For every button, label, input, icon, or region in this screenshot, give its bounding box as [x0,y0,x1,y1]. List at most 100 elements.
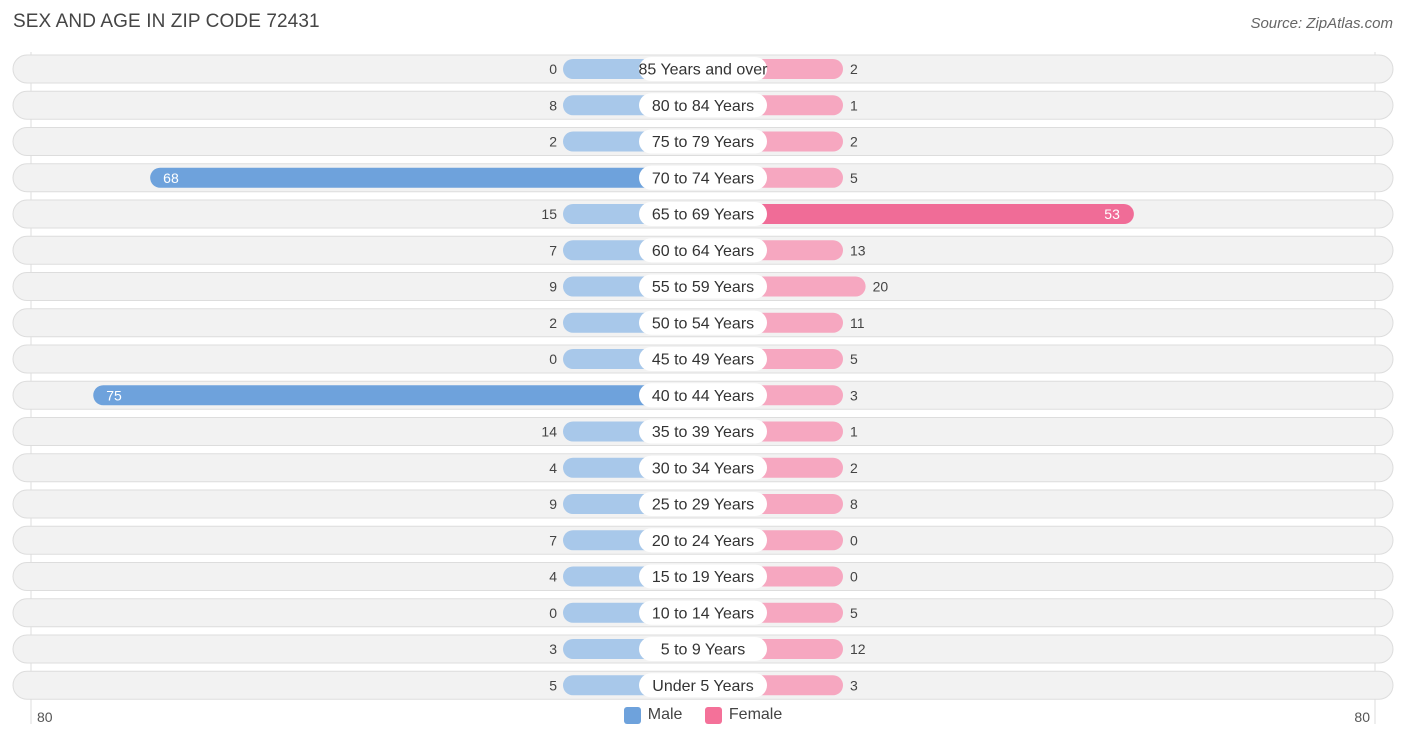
value-label-male: 9 [549,496,557,512]
category-label-bg [639,129,767,154]
value-label-female: 3 [850,677,858,693]
value-label-male: 8 [549,97,557,113]
category-label: 60 to 64 Years [652,243,754,260]
axis-label-left: 80 [37,709,53,725]
category-label-bg [639,238,767,263]
row-5: 60 to 64 Years 7 13 [12,235,1394,265]
category-label-bg [639,202,767,226]
category-label-bg [639,564,767,589]
row-9: 40 to 44 Years 75 3 [12,380,1394,410]
category-label: 65 to 69 Years [652,207,754,224]
category-label: 15 to 19 Years [652,569,754,586]
category-label-bg [639,165,767,190]
value-label-female: 53 [1104,206,1120,222]
legend-label-female: Female [728,706,783,723]
category-label-bg [639,637,767,661]
value-label-female: 8 [850,496,858,512]
bar-male [150,167,703,188]
category-label: 30 to 34 Years [652,460,754,477]
value-label-female: 1 [850,97,858,113]
bar-female [703,204,1134,224]
row-3: 70 to 74 Years 68 5 [12,163,1394,193]
value-label-male: 2 [549,134,557,150]
row-1: 80 to 84 Years 8 1 [12,90,1394,120]
row-12: 25 to 29 Years 9 8 [12,489,1394,519]
category-label: 70 to 74 Years [652,170,754,187]
row-6: 55 to 59 Years 9 20 [12,272,1394,301]
category-label: 85 Years and over [639,62,769,79]
category-label: 80 to 84 Years [652,98,754,115]
category-label-bg [639,383,767,408]
value-label-male: 68 [163,170,179,186]
category-label-bg [639,310,767,335]
category-label-bg [639,492,767,516]
value-label-female: 3 [850,387,858,403]
axis-label-right: 80 [1354,709,1370,725]
category-label: 5 to 9 Years [661,642,746,659]
value-label-female: 1 [850,424,858,440]
value-label-male: 15 [541,206,557,222]
value-label-female: 2 [850,61,858,77]
value-label-female: 12 [850,641,866,657]
value-label-male: 14 [541,424,557,440]
row-0: 85 Years and over 0 2 [12,54,1394,84]
category-label-bg [639,93,767,118]
value-label-male: 4 [549,460,557,476]
value-label-female: 20 [873,279,889,295]
legend-label-male: Male [647,706,683,723]
category-label-bg [639,419,767,444]
value-label-female: 0 [850,569,858,585]
source-note: Source: ZipAtlas.com [1250,15,1393,32]
category-label: 50 to 54 Years [652,315,754,332]
category-label: 25 to 29 Years [652,497,754,514]
row-10: 35 to 39 Years 14 1 [12,417,1394,446]
value-label-male: 5 [549,677,557,693]
row-17: Under 5 Years 5 3 [12,670,1394,700]
row-2: 75 to 79 Years 2 2 [12,127,1394,156]
bar-male [93,385,703,406]
value-label-male: 7 [549,242,557,258]
category-label: Under 5 Years [652,678,753,695]
legend-item-female[interactable]: Female [704,706,783,724]
category-label: 75 to 79 Years [652,134,754,151]
category-label-bg [639,673,767,698]
category-label: 35 to 39 Years [652,424,754,441]
category-label: 40 to 44 Years [652,388,754,405]
legend: Male Female [0,706,1406,729]
category-label-bg [639,274,767,299]
value-label-female: 2 [850,134,858,150]
row-8: 45 to 49 Years 0 5 [12,344,1394,374]
value-label-male: 7 [549,532,557,548]
category-label-bg [639,455,767,480]
row-13: 20 to 24 Years 7 0 [12,525,1394,555]
row-15: 10 to 14 Years 0 5 [12,598,1394,628]
value-label-female: 0 [850,532,858,548]
row-14: 15 to 19 Years 4 0 [12,562,1394,591]
value-label-male: 0 [549,351,557,367]
chart-title: SEX AND AGE IN ZIP CODE 72431 [13,11,320,32]
legend-item-male[interactable]: Male [623,706,683,724]
row-4: 65 to 69 Years 15 53 [12,199,1394,229]
category-label: 45 to 49 Years [652,352,754,369]
row-11: 30 to 34 Years 4 2 [12,453,1394,483]
category-label: 20 to 24 Years [652,533,754,550]
category-label: 55 to 59 Years [652,279,754,296]
value-label-male: 75 [106,387,122,403]
category-label-bg [639,600,767,625]
value-label-female: 2 [850,460,858,476]
row-16: 5 to 9 Years 3 12 [12,634,1394,664]
category-label-bg [639,57,767,81]
category-label-bg [639,528,767,553]
value-label-female: 13 [850,242,866,258]
value-label-male: 3 [549,641,557,657]
value-label-female: 11 [850,315,865,331]
category-label-bg [639,347,767,371]
value-label-male: 4 [549,569,557,585]
value-label-female: 5 [850,605,858,621]
value-label-male: 0 [549,61,557,77]
value-label-female: 5 [850,170,858,186]
row-7: 50 to 54 Years 2 11 [12,308,1394,338]
legend-swatch-female [704,706,722,724]
value-label-male: 0 [549,605,557,621]
